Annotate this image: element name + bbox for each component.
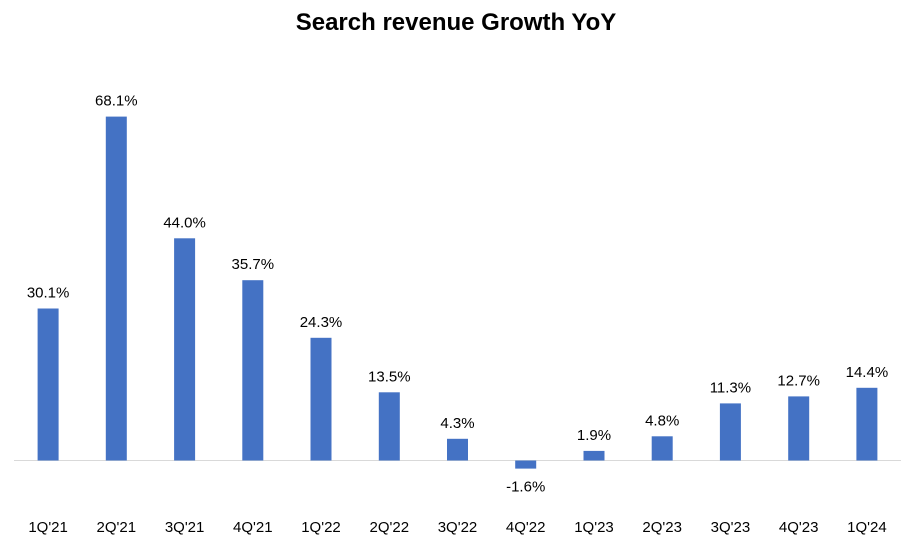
data-label: -1.6% xyxy=(506,479,545,496)
x-tick-label: 1Q'23 xyxy=(574,519,614,536)
data-label: 24.3% xyxy=(300,314,343,331)
bar-4q21 xyxy=(242,280,264,461)
bar-1q24 xyxy=(856,387,878,461)
data-label: 1.9% xyxy=(577,427,611,444)
x-tick-label: 1Q'21 xyxy=(28,519,68,536)
bar-2q23 xyxy=(651,436,673,461)
bar-1q22 xyxy=(310,337,332,461)
bar-4q22 xyxy=(515,460,537,469)
x-tick-label: 1Q'22 xyxy=(301,519,341,536)
data-label: 12.7% xyxy=(777,372,820,389)
x-tick-label: 3Q'22 xyxy=(438,519,478,536)
bar-3q23 xyxy=(719,403,741,461)
chart-title: Search revenue Growth YoY xyxy=(296,9,617,36)
data-label: 44.0% xyxy=(163,214,206,231)
bar-2q22 xyxy=(378,392,400,461)
bar-1q21 xyxy=(37,308,59,461)
x-tick-label: 2Q'21 xyxy=(97,519,137,536)
bar-2q21 xyxy=(105,116,127,461)
data-label: 11.3% xyxy=(710,379,751,396)
data-label: 4.3% xyxy=(440,415,474,432)
x-tick-labels-group: 1Q'21 2Q'21 3Q'21 4Q'21 1Q'22 2Q'22 3Q'22 4Q'22… xyxy=(28,519,886,536)
x-tick-label: 4Q'22 xyxy=(506,519,546,536)
data-label: 30.1% xyxy=(27,285,70,302)
bars-group xyxy=(37,116,878,469)
data-label: 4.8% xyxy=(645,412,679,429)
x-tick-label: 3Q'23 xyxy=(711,519,751,536)
bar-3q22 xyxy=(447,438,468,461)
data-label: 35.7% xyxy=(232,256,275,273)
bar-4q23 xyxy=(788,396,810,461)
bar-1q23 xyxy=(583,450,605,461)
x-tick-label: 2Q'22 xyxy=(370,519,410,536)
data-label: 68.1% xyxy=(95,93,138,110)
x-tick-label: 1Q'24 xyxy=(847,519,887,536)
x-tick-label: 4Q'21 xyxy=(233,519,273,536)
bar-3q21 xyxy=(174,238,196,461)
data-labels-group: 30.1% 68.1% 44.0% 35.7% 24.3% 13.5% 4.3% -1.6% 1… xyxy=(27,93,888,496)
x-tick-label: 4Q'23 xyxy=(779,519,819,536)
data-label: 14.4% xyxy=(846,364,889,381)
x-tick-label: 2Q'23 xyxy=(642,519,682,536)
x-tick-label: 3Q'21 xyxy=(165,519,205,536)
data-label: 13.5% xyxy=(368,368,411,385)
